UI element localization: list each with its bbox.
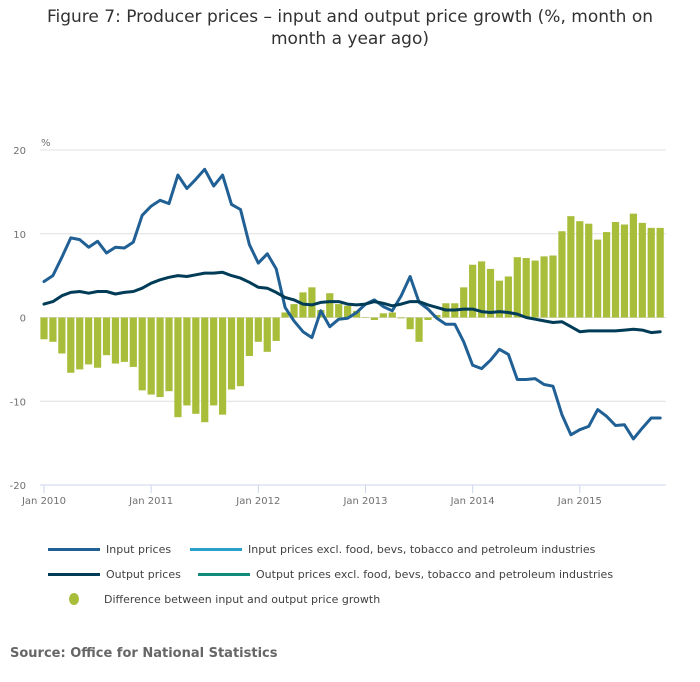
y-tick-label: -20: [10, 481, 26, 492]
difference-bar: [486, 268, 495, 318]
price-lines: [42, 167, 662, 441]
difference-bar: [594, 239, 602, 318]
legend-line-swatch: [198, 572, 250, 576]
difference-bar: [49, 317, 57, 342]
difference-bar: [344, 305, 352, 318]
legend-item-input-prices-excl[interactable]: Input prices excl. food, bevs, tobacco a…: [190, 540, 595, 558]
legend-dot-swatch: [69, 593, 79, 605]
difference-bar: [281, 312, 289, 318]
legend-item-output-prices[interactable]: Output prices: [48, 565, 181, 583]
difference-bar: [379, 313, 387, 318]
difference-bar: [629, 213, 637, 318]
difference-bar: [388, 312, 396, 318]
difference-bar: [513, 257, 521, 318]
difference-bar: [138, 317, 146, 391]
legend-label: Output prices excl. food, bevs, tobacco …: [256, 567, 614, 581]
difference-bar: [102, 317, 111, 356]
difference-bar: [174, 317, 182, 418]
difference-bar: [192, 317, 200, 414]
legend-label: Input prices: [106, 542, 172, 556]
difference-bar: [290, 304, 298, 318]
x-tick-label: Jan 2012: [235, 496, 280, 507]
difference-bar: [397, 317, 405, 319]
legend-label: Input prices excl. food, bevs, tobacco a…: [248, 542, 596, 556]
chart-area: 20 10 0 -10 -20 Jan 2010 Jan 2011 Jan 2012 Jan 2…: [10, 138, 666, 507]
difference-bar: [549, 255, 557, 318]
difference-bar: [245, 317, 253, 357]
difference-bar: [40, 317, 48, 340]
axes: 20 10 0 -10 -20 Jan 2010 Jan 2011 Jan 2012 Jan 2…: [10, 146, 666, 507]
difference-bar: [236, 317, 245, 387]
difference-bar: [165, 317, 173, 392]
difference-bar: [656, 227, 664, 318]
difference-bar: [272, 317, 280, 341]
difference-bar: [147, 317, 155, 395]
difference-bar: [620, 224, 629, 318]
legend-item-output-prices-excl[interactable]: Output prices excl. food, bevs, tobacco …: [198, 565, 613, 583]
difference-bar: [585, 223, 593, 318]
input-prices-line: [42, 167, 662, 441]
difference-bar: [611, 222, 620, 318]
source-note: Source: Office for National Statistics: [10, 646, 278, 661]
difference-bar: [335, 304, 343, 318]
difference-bar: [540, 256, 548, 318]
difference-bar: [361, 317, 370, 318]
legend-label: Difference between input and output pric…: [104, 592, 381, 606]
legend-line-swatch: [190, 547, 242, 551]
difference-bar: [254, 317, 262, 342]
chart-title: Figure 7: Producer prices – input and ou…: [46, 7, 654, 49]
difference-bar: [58, 317, 66, 354]
difference-bar: [522, 258, 530, 318]
difference-bar: [424, 317, 432, 321]
difference-bar: [558, 231, 566, 318]
difference-bar: [460, 287, 468, 318]
x-tick-label: Jan 2010: [21, 496, 66, 507]
difference-bar: [477, 261, 486, 318]
y-tick-label: -10: [10, 397, 26, 408]
difference-bar: [308, 287, 316, 318]
legend-item-difference[interactable]: Difference between input and output pric…: [48, 590, 380, 608]
legend-line-swatch: [48, 547, 100, 551]
difference-bar: [210, 317, 218, 406]
difference-bar: [567, 216, 575, 318]
difference-bar: [370, 317, 379, 321]
difference-bar: [201, 317, 209, 423]
difference-bar: [183, 317, 191, 406]
difference-bar: [576, 221, 584, 318]
difference-bar: [156, 317, 164, 398]
difference-bar: [227, 317, 236, 390]
difference-bar: [531, 260, 539, 318]
difference-bar: [504, 276, 512, 318]
x-tick-label: Jan 2013: [342, 496, 387, 507]
difference-bar: [85, 317, 93, 365]
difference-bar: [93, 317, 102, 368]
difference-bar: [406, 317, 414, 330]
difference-bar: [67, 317, 75, 373]
legend-label: Output prices: [106, 567, 181, 581]
y-tick-label: 0: [20, 314, 26, 325]
difference-bar: [602, 232, 611, 318]
difference-bar: [111, 317, 120, 364]
legend-item-input-prices[interactable]: Input prices: [48, 540, 171, 558]
difference-bar: [76, 317, 84, 370]
difference-bar: [219, 317, 227, 415]
x-tick-label: Jan 2015: [557, 496, 602, 507]
y-tick-label: 10: [13, 230, 26, 241]
difference-bar: [129, 317, 137, 367]
y-axis-unit-label: %: [41, 138, 51, 149]
x-tick-label: Jan 2011: [128, 496, 173, 507]
difference-bar: [120, 317, 128, 362]
difference-bar: [469, 264, 477, 318]
x-tick-label: Jan 2014: [450, 496, 495, 507]
output-prices-line: [42, 270, 662, 335]
difference-bar: [647, 227, 655, 318]
difference-bar: [326, 293, 334, 318]
difference-bar: [263, 317, 271, 352]
difference-bar: [415, 317, 423, 342]
legend-line-swatch: [48, 572, 100, 576]
difference-bar: [495, 280, 504, 318]
y-tick-label: 20: [13, 146, 26, 157]
difference-bar: [638, 222, 646, 318]
